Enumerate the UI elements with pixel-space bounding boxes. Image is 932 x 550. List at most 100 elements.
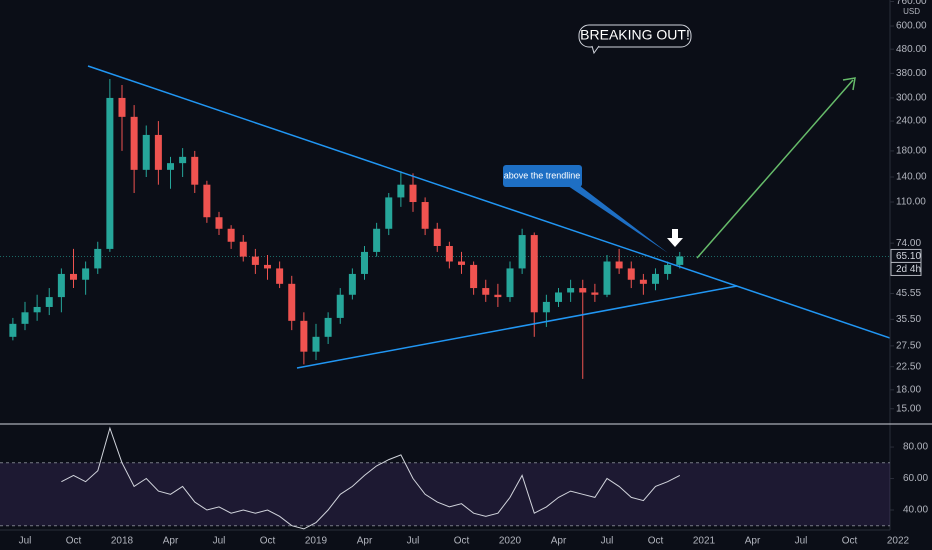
- y-tick-label: 600.00: [896, 21, 927, 32]
- candle-body: [179, 156, 187, 164]
- candle-body: [470, 264, 478, 289]
- x-tick-label: 2018: [111, 536, 134, 547]
- y-tick-label: 15.00: [896, 403, 921, 414]
- candle-body: [264, 264, 271, 269]
- x-tick-label: 2020: [499, 536, 522, 547]
- rsi-tick-label: 60.00: [903, 473, 928, 484]
- y-tick-label: 45.55: [896, 288, 921, 299]
- candle-body: [348, 273, 356, 295]
- countdown-label: 2d 4h: [896, 264, 921, 275]
- candle-body: [57, 273, 65, 298]
- y-tick-label: 18.00: [896, 384, 921, 395]
- label-box: [503, 165, 582, 187]
- candle-body: [542, 301, 550, 313]
- candle-body: [591, 292, 599, 295]
- candle-body: [518, 235, 526, 269]
- candle-body: [664, 264, 672, 274]
- candle-body: [361, 251, 368, 274]
- y-tick-label: 240.00: [896, 116, 927, 127]
- candle-body: [167, 163, 174, 170]
- candle-body: [106, 97, 114, 249]
- candle-body: [215, 217, 223, 229]
- candle-body: [409, 184, 417, 203]
- x-tick-label: Jul: [213, 536, 226, 547]
- candle-body: [142, 134, 150, 170]
- candle-body: [482, 288, 490, 295]
- target-arrow: [696, 79, 854, 259]
- candle-body: [9, 323, 17, 337]
- y-tick-label: 140.00: [896, 172, 927, 183]
- candle-body: [458, 261, 465, 265]
- y-tick-label: 74.00: [896, 238, 921, 249]
- candle-body: [397, 184, 405, 198]
- candle-body: [70, 273, 77, 280]
- candle-body: [288, 283, 296, 321]
- candle-body: [21, 312, 29, 324]
- candle-body: [385, 197, 393, 229]
- last-price-label: 65.10: [896, 251, 921, 262]
- candle-body: [445, 245, 453, 262]
- callout-text: BREAKING OUT!: [580, 27, 690, 43]
- candle-body: [130, 116, 138, 170]
- candle-body: [555, 292, 562, 302]
- candle-body: [33, 306, 41, 313]
- rsi-tick-label: 40.00: [903, 505, 928, 516]
- y-tick-label: 480.00: [896, 44, 927, 55]
- x-tick-label: Apr: [745, 536, 761, 547]
- x-tick-label: Apr: [357, 536, 373, 547]
- candle-body: [373, 228, 381, 252]
- rsi-line: [61, 426, 681, 530]
- candle-body: [336, 294, 344, 318]
- candle-body: [203, 184, 211, 218]
- label-text: above the trendline: [504, 170, 581, 180]
- candle-body: [227, 228, 235, 242]
- candle-body: [45, 297, 53, 307]
- candle-body: [676, 256, 684, 265]
- x-tick-label: Oct: [454, 536, 470, 547]
- candle-body: [154, 134, 162, 170]
- candle-body: [494, 294, 502, 298]
- candle-body: [433, 228, 441, 246]
- candle-body: [239, 241, 247, 257]
- x-tick-label: Oct: [260, 536, 276, 547]
- candle-body: [300, 320, 308, 352]
- x-tick-label: 2022: [887, 536, 910, 547]
- x-tick-label: Jul: [795, 536, 808, 547]
- down-arrow: [667, 229, 683, 247]
- price-pane: [0, 79, 890, 379]
- candle-body: [324, 317, 332, 337]
- candle-body: [118, 97, 126, 117]
- rsi-tick-label: 80.00: [903, 442, 928, 453]
- candle-body: [579, 288, 587, 293]
- rsi-band: [0, 462, 890, 526]
- x-tick-label: 2021: [693, 536, 716, 547]
- y-tick-label: 27.50: [896, 340, 921, 351]
- x-tick-label: Oct: [648, 536, 664, 547]
- trendline-ascending: [296, 285, 738, 369]
- y-tick-label: 760.00: [896, 0, 927, 7]
- x-tick-label: Oct: [66, 536, 82, 547]
- x-tick-label: Oct: [842, 536, 858, 547]
- candle-body: [191, 156, 199, 185]
- x-tick-label: Jul: [601, 536, 614, 547]
- trendline-descending: [87, 65, 891, 339]
- y-tick-label: 380.00: [896, 68, 927, 79]
- countdown-box: [890, 261, 922, 276]
- target-arrow-head: [842, 77, 856, 91]
- x-tick-label: Apr: [163, 536, 179, 547]
- candle-body: [627, 268, 635, 280]
- callout-bubble: [578, 24, 692, 48]
- x-tick-label: Jul: [407, 536, 420, 547]
- candle-body: [603, 261, 611, 295]
- x-tick-label: Jul: [19, 536, 32, 547]
- candle-body: [82, 268, 90, 280]
- currency: USD: [903, 7, 920, 16]
- x-tick-label: Apr: [551, 536, 567, 547]
- candle-body: [639, 279, 647, 284]
- candle-body: [276, 268, 284, 284]
- y-tick-label: 35.50: [896, 314, 921, 325]
- candle-body: [506, 268, 514, 298]
- candle-body: [615, 261, 623, 269]
